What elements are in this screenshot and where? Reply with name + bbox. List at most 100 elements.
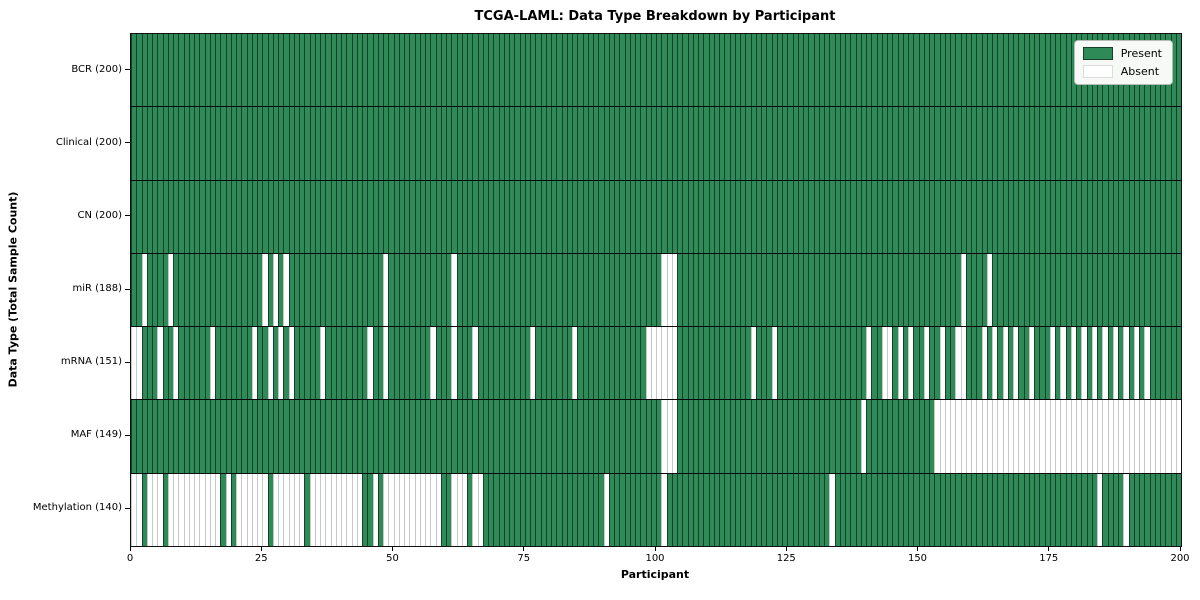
bar xyxy=(582,400,588,473)
bar xyxy=(188,327,194,400)
bar xyxy=(745,327,751,400)
bar xyxy=(136,400,142,473)
bar xyxy=(755,473,761,546)
bar xyxy=(614,253,620,327)
bar xyxy=(1023,327,1029,400)
bar xyxy=(314,327,320,400)
bar xyxy=(666,253,672,327)
bar xyxy=(351,253,357,327)
bar xyxy=(934,180,940,253)
xtick-mark xyxy=(917,547,918,551)
ytick-label-miR: miR (188) xyxy=(72,283,122,294)
bar xyxy=(409,473,415,546)
bar xyxy=(309,34,315,107)
bar xyxy=(377,473,383,546)
bar xyxy=(409,253,415,327)
bar xyxy=(876,400,882,473)
bar xyxy=(1149,107,1155,180)
bar xyxy=(986,253,992,327)
bar xyxy=(1118,327,1124,400)
bar xyxy=(818,107,824,180)
bar xyxy=(950,180,956,253)
bar xyxy=(1123,400,1129,473)
bar xyxy=(456,180,462,253)
bar xyxy=(745,473,751,546)
bar xyxy=(761,473,767,546)
bar xyxy=(419,107,425,180)
bar xyxy=(687,253,693,327)
bar xyxy=(1107,400,1113,473)
bar xyxy=(230,473,236,546)
bar xyxy=(992,253,998,327)
bar xyxy=(887,253,893,327)
bar xyxy=(257,473,263,546)
bar xyxy=(708,180,714,253)
bar xyxy=(650,327,656,400)
bar xyxy=(183,473,189,546)
bar xyxy=(488,34,494,107)
bar xyxy=(850,34,856,107)
bar xyxy=(509,473,515,546)
bar xyxy=(162,107,168,180)
bar xyxy=(871,327,877,400)
bar xyxy=(178,253,184,327)
bar xyxy=(335,253,341,327)
bar xyxy=(220,34,226,107)
bar xyxy=(813,107,819,180)
bar xyxy=(813,327,819,400)
bar xyxy=(908,327,914,400)
bar xyxy=(236,253,242,327)
bar xyxy=(950,327,956,400)
bar xyxy=(740,180,746,253)
bar xyxy=(1154,107,1160,180)
bar xyxy=(640,180,646,253)
bar xyxy=(792,400,798,473)
bar xyxy=(713,327,719,400)
bar xyxy=(986,473,992,546)
bar xyxy=(566,473,572,546)
bar xyxy=(246,107,252,180)
bar xyxy=(230,253,236,327)
bar xyxy=(1034,107,1040,180)
bar xyxy=(729,327,735,400)
bar xyxy=(1002,400,1008,473)
bar xyxy=(1086,253,1092,327)
bar xyxy=(262,34,268,107)
bar xyxy=(834,34,840,107)
bar xyxy=(241,400,247,473)
bar xyxy=(246,400,252,473)
bar xyxy=(509,180,515,253)
bar xyxy=(346,34,352,107)
bar xyxy=(587,180,593,253)
bar xyxy=(708,327,714,400)
bar xyxy=(257,253,263,327)
bar xyxy=(1039,34,1045,107)
row-mRNA xyxy=(131,326,1181,400)
bar xyxy=(509,327,515,400)
bar xyxy=(1044,107,1050,180)
bar xyxy=(498,180,504,253)
bar xyxy=(278,327,284,400)
bar xyxy=(887,400,893,473)
bar xyxy=(309,107,315,180)
bar xyxy=(1102,253,1108,327)
bar xyxy=(341,180,347,253)
bar xyxy=(713,400,719,473)
bar xyxy=(530,400,536,473)
bar xyxy=(692,327,698,400)
bar xyxy=(997,327,1003,400)
bar xyxy=(246,253,252,327)
bar xyxy=(351,400,357,473)
bar xyxy=(708,400,714,473)
bar xyxy=(188,400,194,473)
bar xyxy=(419,253,425,327)
bar xyxy=(472,473,478,546)
bar xyxy=(661,180,667,253)
bar xyxy=(603,473,609,546)
bar xyxy=(1160,180,1166,253)
bar xyxy=(603,180,609,253)
bar xyxy=(509,34,515,107)
bar xyxy=(608,34,614,107)
bar xyxy=(939,253,945,327)
bar xyxy=(1081,400,1087,473)
